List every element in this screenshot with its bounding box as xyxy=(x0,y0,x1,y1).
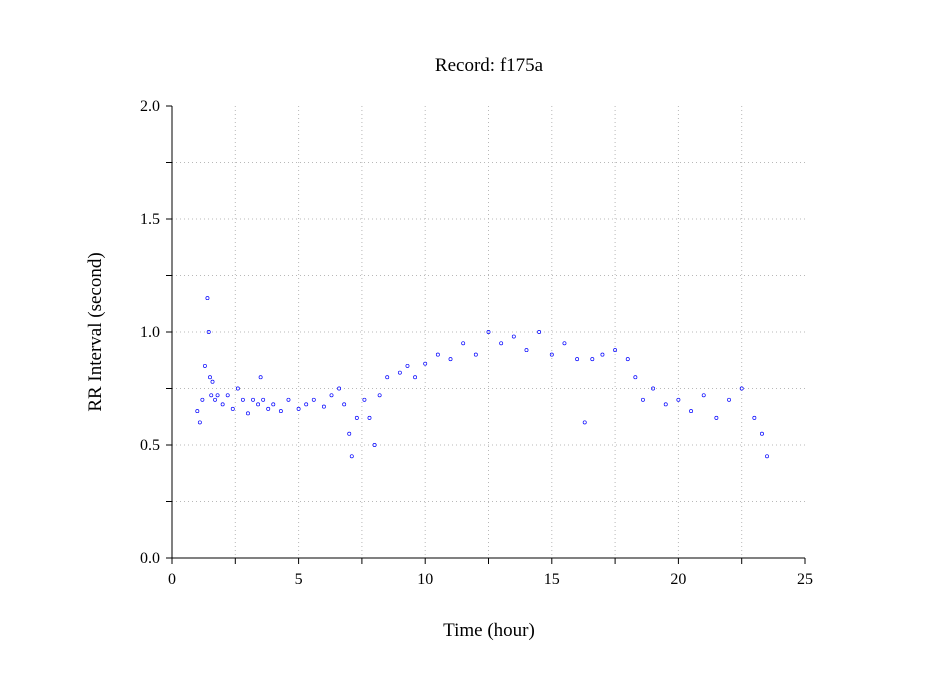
data-point xyxy=(701,393,706,398)
data-point xyxy=(337,386,342,391)
data-point xyxy=(202,363,207,368)
y-axis-title: RR Interval (second) xyxy=(85,252,106,411)
data-point xyxy=(286,397,291,402)
data-point xyxy=(261,397,266,402)
x-tick-label: 10 xyxy=(417,571,433,588)
data-point xyxy=(206,330,211,334)
data-point xyxy=(246,411,250,416)
data-point xyxy=(676,397,681,402)
data-point xyxy=(225,393,230,398)
data-point xyxy=(765,454,769,459)
y-tick-label: 0.0 xyxy=(140,550,160,567)
data-point xyxy=(209,393,214,398)
data-point xyxy=(215,393,220,398)
data-point xyxy=(230,406,235,411)
data-point xyxy=(714,415,719,420)
data-point xyxy=(278,409,283,414)
data-point xyxy=(575,357,580,362)
data-point xyxy=(205,296,210,301)
data-point xyxy=(220,402,225,407)
data-point xyxy=(304,402,309,407)
data-point xyxy=(537,330,542,334)
data-point xyxy=(385,375,390,380)
chart-title: Record: f175a xyxy=(435,55,544,76)
data-point xyxy=(651,386,656,391)
data-point xyxy=(689,409,694,414)
data-point xyxy=(727,397,731,402)
data-point xyxy=(473,352,478,357)
data-point xyxy=(349,454,354,459)
grid-lines xyxy=(172,106,805,558)
data-point xyxy=(329,393,334,398)
data-point xyxy=(197,420,202,425)
data-point xyxy=(600,352,605,357)
data-point xyxy=(590,357,595,362)
data-point xyxy=(311,397,316,402)
data-point xyxy=(397,370,402,375)
tick-labels: 0 5 10 15 20 25 0.0 0.5 1.0 1.5 2.0 xyxy=(140,98,813,588)
data-point xyxy=(760,431,764,436)
x-tick-label: 0 xyxy=(168,571,176,588)
x-axis-title: Time (hour) xyxy=(443,620,535,641)
data-point xyxy=(321,404,326,409)
data-point xyxy=(251,397,255,402)
data-point xyxy=(240,397,245,402)
data-point xyxy=(405,363,410,368)
x-tick-label: 5 xyxy=(295,571,303,588)
data-point xyxy=(423,361,428,366)
data-point xyxy=(372,443,377,447)
y-tick-label: 2.0 xyxy=(140,98,160,115)
data-point xyxy=(342,402,347,407)
data-point xyxy=(377,393,382,398)
data-point xyxy=(271,402,276,407)
data-point xyxy=(367,415,372,420)
data-point xyxy=(511,334,516,339)
x-tick-label: 15 xyxy=(544,571,560,588)
data-point xyxy=(354,415,359,420)
data-point xyxy=(461,341,466,346)
data-point xyxy=(347,431,352,436)
data-point xyxy=(641,397,645,402)
data-points xyxy=(195,296,769,459)
data-point xyxy=(296,406,301,411)
data-point xyxy=(235,386,240,391)
data-point xyxy=(362,397,367,402)
y-tick-label: 1.0 xyxy=(140,324,160,341)
x-tick-label: 25 xyxy=(797,571,813,588)
axes xyxy=(166,105,806,564)
data-point xyxy=(582,420,587,425)
data-point xyxy=(266,406,271,411)
data-point xyxy=(549,352,554,357)
data-point xyxy=(562,341,567,346)
data-point xyxy=(739,386,744,391)
data-point xyxy=(524,348,529,353)
data-point xyxy=(625,357,630,362)
data-point xyxy=(200,397,205,402)
data-point xyxy=(210,379,215,384)
data-point xyxy=(633,375,638,380)
data-point xyxy=(413,375,418,380)
data-point xyxy=(258,375,263,380)
data-point xyxy=(435,352,440,357)
data-point xyxy=(208,375,212,380)
y-tick-label: 1.5 xyxy=(140,211,160,228)
x-tick-label: 20 xyxy=(670,571,686,588)
data-point xyxy=(256,402,261,407)
y-tick-label: 0.5 xyxy=(140,437,160,454)
data-point xyxy=(663,402,668,407)
data-point xyxy=(499,341,504,346)
data-point xyxy=(195,409,200,414)
data-point xyxy=(213,397,217,402)
data-point xyxy=(613,348,618,353)
data-point xyxy=(448,357,453,362)
data-point xyxy=(486,330,491,334)
data-point xyxy=(752,415,757,420)
